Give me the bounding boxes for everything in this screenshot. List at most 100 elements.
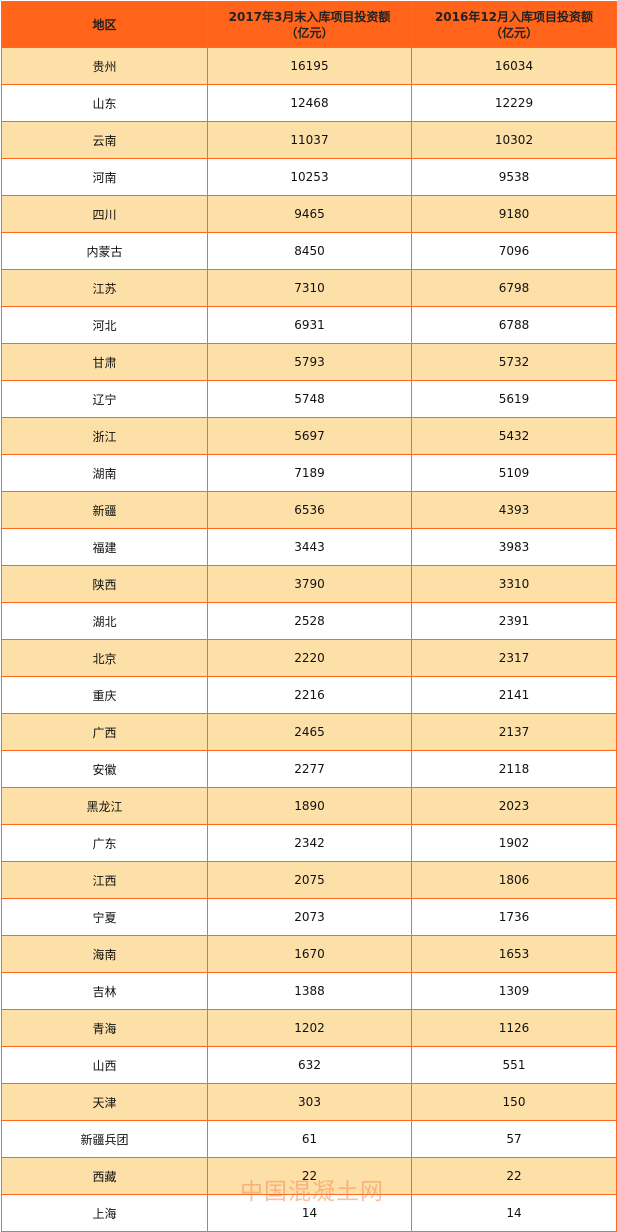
cell-2017-03: 2220 <box>207 639 412 677</box>
header-region-label: 地区 <box>92 17 117 32</box>
cell-2016-12: 57 <box>411 1120 617 1158</box>
cell-region: 贵州 <box>1 47 208 85</box>
table-row: 内蒙古 8450 7096 <box>1 232 617 270</box>
cell-2017-03: 2528 <box>207 602 412 640</box>
table-row: 云南 11037 10302 <box>1 121 617 159</box>
table-row: 海南 1670 1653 <box>1 935 617 973</box>
cell-2016-12: 1653 <box>411 935 617 973</box>
cell-2017-03: 6931 <box>207 306 412 344</box>
cell-2017-03: 2073 <box>207 898 412 936</box>
table-row: 天津 303 150 <box>1 1083 617 1121</box>
cell-region: 黑龙江 <box>1 787 208 825</box>
table-row: 上海 14 14 <box>1 1194 617 1232</box>
cell-2016-12: 1902 <box>411 824 617 862</box>
cell-region: 广西 <box>1 713 208 751</box>
cell-2017-03: 14 <box>207 1194 412 1232</box>
cell-2016-12: 2317 <box>411 639 617 677</box>
cell-2016-12: 3310 <box>411 565 617 603</box>
cell-2016-12: 6798 <box>411 269 617 307</box>
cell-2017-03: 5697 <box>207 417 412 455</box>
table-row: 广东 2342 1902 <box>1 824 617 862</box>
table-row: 安徽 2277 2118 <box>1 750 617 788</box>
table-row: 湖北 2528 2391 <box>1 602 617 640</box>
cell-2016-12: 2391 <box>411 602 617 640</box>
cell-2016-12: 4393 <box>411 491 617 529</box>
cell-region: 安徽 <box>1 750 208 788</box>
table-row: 新疆 6536 4393 <box>1 491 617 529</box>
cell-region: 新疆兵团 <box>1 1120 208 1158</box>
cell-2016-12: 1806 <box>411 861 617 899</box>
cell-region: 内蒙古 <box>1 232 208 270</box>
cell-region: 山西 <box>1 1046 208 1084</box>
header-2016-12: 2016年12月入库项目投资额 （亿元） <box>411 1 617 48</box>
table-row: 福建 3443 3983 <box>1 528 617 566</box>
cell-region: 山东 <box>1 84 208 122</box>
cell-region: 新疆 <box>1 491 208 529</box>
cell-2017-03: 10253 <box>207 158 412 196</box>
header-2017-unit: （亿元） <box>285 25 334 40</box>
table-row: 河北 6931 6788 <box>1 306 617 344</box>
cell-2017-03: 2342 <box>207 824 412 862</box>
cell-2017-03: 2277 <box>207 750 412 788</box>
cell-region: 河北 <box>1 306 208 344</box>
cell-2016-12: 5619 <box>411 380 617 418</box>
table-row: 四川 9465 9180 <box>1 195 617 233</box>
cell-2017-03: 12468 <box>207 84 412 122</box>
cell-2016-12: 9180 <box>411 195 617 233</box>
table-row: 黑龙江 1890 2023 <box>1 787 617 825</box>
cell-region: 江苏 <box>1 269 208 307</box>
cell-region: 西藏 <box>1 1157 208 1195</box>
header-2017-line1: 2017年3月末入库项目投资额 <box>228 9 391 24</box>
cell-2016-12: 2023 <box>411 787 617 825</box>
cell-2016-12: 1126 <box>411 1009 617 1047</box>
cell-2017-03: 9465 <box>207 195 412 233</box>
table-row: 甘肃 5793 5732 <box>1 343 617 381</box>
header-2016-unit: （亿元） <box>489 25 538 40</box>
cell-2016-12: 1309 <box>411 972 617 1010</box>
cell-2016-12: 2118 <box>411 750 617 788</box>
table-row: 西藏 22 22 <box>1 1157 617 1195</box>
cell-2016-12: 150 <box>411 1083 617 1121</box>
table-row: 新疆兵团 61 57 <box>1 1120 617 1158</box>
cell-2016-12: 12229 <box>411 84 617 122</box>
cell-2016-12: 22 <box>411 1157 617 1195</box>
cell-2017-03: 8450 <box>207 232 412 270</box>
cell-region: 陕西 <box>1 565 208 603</box>
table-row: 江苏 7310 6798 <box>1 269 617 307</box>
cell-2017-03: 22 <box>207 1157 412 1195</box>
cell-region: 甘肃 <box>1 343 208 381</box>
cell-region: 重庆 <box>1 676 208 714</box>
cell-2016-12: 2141 <box>411 676 617 714</box>
cell-region: 青海 <box>1 1009 208 1047</box>
cell-region: 湖南 <box>1 454 208 492</box>
table-row: 江西 2075 1806 <box>1 861 617 899</box>
cell-2016-12: 1736 <box>411 898 617 936</box>
cell-2017-03: 1388 <box>207 972 412 1010</box>
header-row: 地区 2017年3月末入库项目投资额 （亿元） 2016年12月入库项目投资额 （亿… <box>1 1 617 48</box>
cell-region: 四川 <box>1 195 208 233</box>
table-row: 辽宁 5748 5619 <box>1 380 617 418</box>
header-2016-line1: 2016年12月入库项目投资额 <box>434 9 594 24</box>
table-row: 山西 632 551 <box>1 1046 617 1084</box>
cell-2017-03: 2216 <box>207 676 412 714</box>
cell-region: 江西 <box>1 861 208 899</box>
table-row: 湖南 7189 5109 <box>1 454 617 492</box>
table-row: 陕西 3790 3310 <box>1 565 617 603</box>
cell-2017-03: 1202 <box>207 1009 412 1047</box>
cell-2016-12: 16034 <box>411 47 617 85</box>
cell-region: 吉林 <box>1 972 208 1010</box>
table-row: 吉林 1388 1309 <box>1 972 617 1010</box>
cell-region: 湖北 <box>1 602 208 640</box>
cell-region: 辽宁 <box>1 380 208 418</box>
cell-2016-12: 14 <box>411 1194 617 1232</box>
cell-region: 上海 <box>1 1194 208 1232</box>
cell-2016-12: 551 <box>411 1046 617 1084</box>
cell-2017-03: 632 <box>207 1046 412 1084</box>
cell-2016-12: 10302 <box>411 121 617 159</box>
cell-region: 广东 <box>1 824 208 862</box>
table-row: 北京 2220 2317 <box>1 639 617 677</box>
cell-2017-03: 6536 <box>207 491 412 529</box>
cell-2017-03: 2075 <box>207 861 412 899</box>
cell-2017-03: 16195 <box>207 47 412 85</box>
